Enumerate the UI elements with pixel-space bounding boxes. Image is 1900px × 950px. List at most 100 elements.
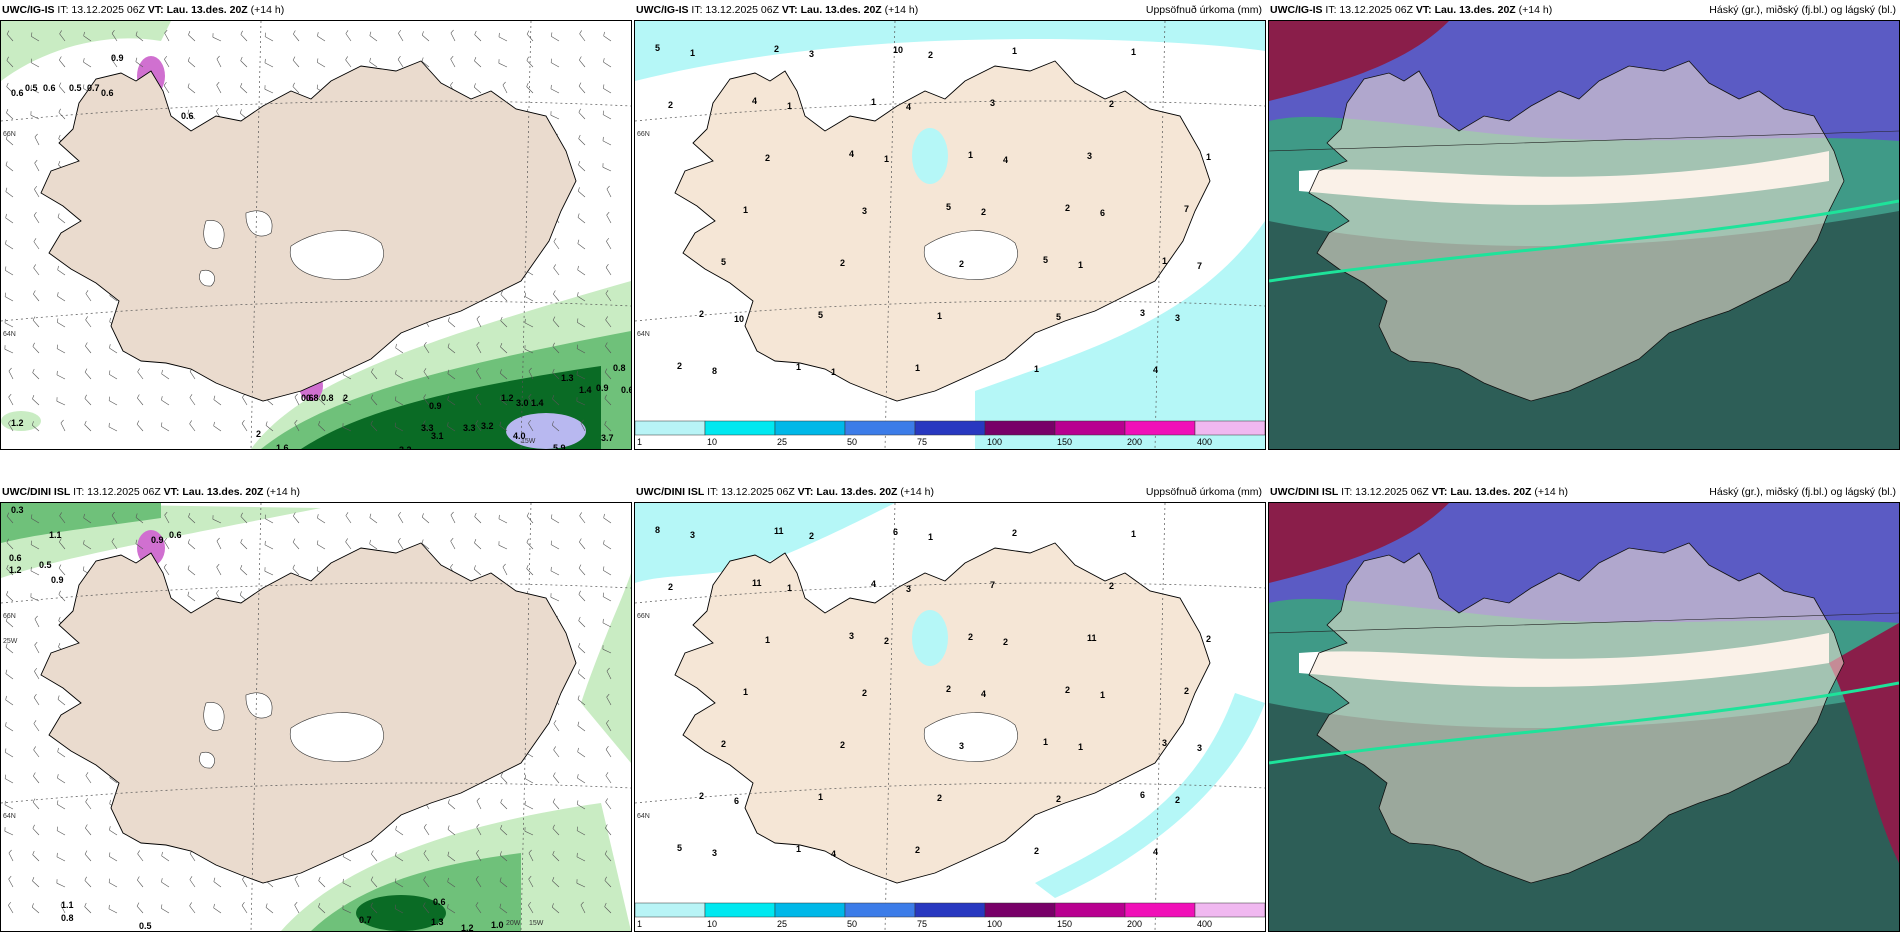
model-name: UWC/DINI ISL [1270,486,1339,498]
colorbar-label: 400 [1197,437,1212,447]
value-label: 3 [712,848,717,858]
value-label: 2 [765,153,770,163]
iceland-coastline [1308,542,1845,884]
value-label: 2 [884,636,889,646]
lead-time: (+14 h) [884,4,919,16]
value-label: 1 [818,792,823,802]
precip-heavy [506,413,586,449]
value-label: 1 [1100,690,1105,700]
value-label: 10 [893,45,903,55]
value-label: 1.1 [49,530,62,540]
value-label: 1 [915,363,920,373]
value-label: 1.2 [11,418,24,428]
colorbar-swatch [635,420,706,436]
grid-label: 25W [3,638,18,645]
colorbar-swatch [844,902,916,918]
value-label: 10 [734,314,744,324]
panel-wind-igis: UWC/IG-IS IT: 13.12.2025 06Z VT: Lau. 13… [0,0,632,450]
init-time: IT: 13.12.2025 06Z [73,486,161,498]
panel-precip-dini: UWC/DINI ISL IT: 13.12.2025 06Z VT: Lau.… [634,482,1266,932]
precip-area [1035,693,1265,898]
init-time: IT: 13.12.2025 06Z [691,4,779,16]
value-label: 0.6 [9,553,22,563]
graticule [1,21,631,449]
colorbar-label: 400 [1197,919,1212,929]
value-label: 2 [1184,686,1189,696]
colorbar-swatch [984,420,1056,436]
panel-wind-dini: UWC/DINI ISL IT: 13.12.2025 06Z VT: Lau.… [0,482,632,932]
field-title: Uppsöfnuð úrkoma (mm) [1145,4,1262,16]
value-label: 0.6 [101,88,114,98]
value-label: 4 [831,849,836,859]
value-label: 2 [1109,99,1114,109]
value-label: 2 [928,50,933,60]
value-label: 4 [849,149,854,159]
colorbar-label: 75 [917,437,927,447]
map-area[interactable]: 66N 64N 8 11 3 2 1 6 5 11 4 2 2 3 2 1 6 7 11 2 2 1 2 2 2 2 1 2 2 2 1 2 1… [634,502,1266,932]
precip-map: 66N64N8113216511422321671122122221222121… [635,503,1265,931]
value-label: 0.5 [39,560,52,570]
glacier [199,751,215,769]
value-label: 2 [968,632,973,642]
value-label: 4 [1003,155,1008,165]
value-label: 6 [893,527,898,537]
graticule [635,21,1265,449]
cloud-high [1269,503,1449,583]
colorbar-swatch [914,902,986,918]
value-label: 2 [1065,203,1070,213]
init-time: IT: 13.12.2025 06Z [1341,486,1429,498]
value-label: 3.1 [431,431,444,441]
value-label: 0.5 [69,83,82,93]
value-label: 2 [840,258,845,268]
value-label: 2 [1056,794,1061,804]
value-label: 1 [1078,742,1083,752]
grid-label: 20W [506,920,521,927]
value-label: 0.8 [306,393,319,403]
value-label: 2 [668,582,673,592]
value-label: 2 [256,429,261,439]
value-label: 2 [946,684,951,694]
value-label: 2 [774,44,779,54]
colorbar-swatch [844,420,916,436]
value-label: 4 [1153,365,1158,375]
value-label: 7 [1184,204,1189,214]
colorbar-label: 10 [707,919,717,929]
map-area[interactable]: 66N 64N 15W 0.6 0.5 0.6 0.5 0.7 0.6 0.6 0.9 0.6 0.8 2… [0,20,632,450]
value-label: 2 [1175,795,1180,805]
grid-label: 66N [637,131,650,138]
map-area[interactable] [1268,20,1900,450]
value-label: 6 [1140,790,1145,800]
precip-area [635,21,1265,81]
value-label: 1.2 [461,923,474,931]
value-label: 5 [1056,312,1061,322]
colorbar-swatch [984,902,1056,918]
value-label: 4.0 [513,431,526,441]
value-label: 1 [968,150,973,160]
iceland-coastline [1308,60,1845,402]
cloud-high [1269,21,1449,101]
init-time: IT: 13.12.2025 06Z [1325,4,1413,16]
valid-time: VT: Lau. 13.des. 20Z [781,4,882,16]
panel-header: UWC/IG-IS IT: 13.12.2025 06Z VT: Lau. 13… [1268,0,1900,20]
colorbar-swatch [1124,420,1196,436]
map-area[interactable]: 66N 64N 5 4 4 5 5 3 2 2 1 1 2 1 2 1 10 3 3 7 5 5 1 1 2 1 1 2 1 1 1 2 2 3 2… [634,20,1266,450]
value-label: 1.6 [276,443,289,449]
precip-area [975,221,1265,449]
value-label: 1 [1012,46,1017,56]
value-label: 4 [906,102,911,112]
value-label: 1.3 [431,917,444,927]
value-label: 7 [1197,261,1202,271]
value-label: 1 [1043,737,1048,747]
field-title: Háský (gr.), miðský (fj.bl.) og lágský (… [1709,4,1896,16]
value-label: 3 [990,98,995,108]
value-label: 1 [787,101,792,111]
map-area[interactable]: 66N 64N 20W 15W 25W 0.3 0.6 1.1 0.6 0.5 1.2 0.9 1.1 0… [0,502,632,932]
map-area[interactable] [1268,502,1900,932]
value-label: 8 [712,366,717,376]
cloud-map [1269,21,1899,449]
colorbar-swatch [1194,902,1265,918]
value-label: 3 [1087,151,1092,161]
value-label: 4 [871,579,876,589]
value-label: 1 [1078,260,1083,270]
graticule [1269,612,1899,634]
